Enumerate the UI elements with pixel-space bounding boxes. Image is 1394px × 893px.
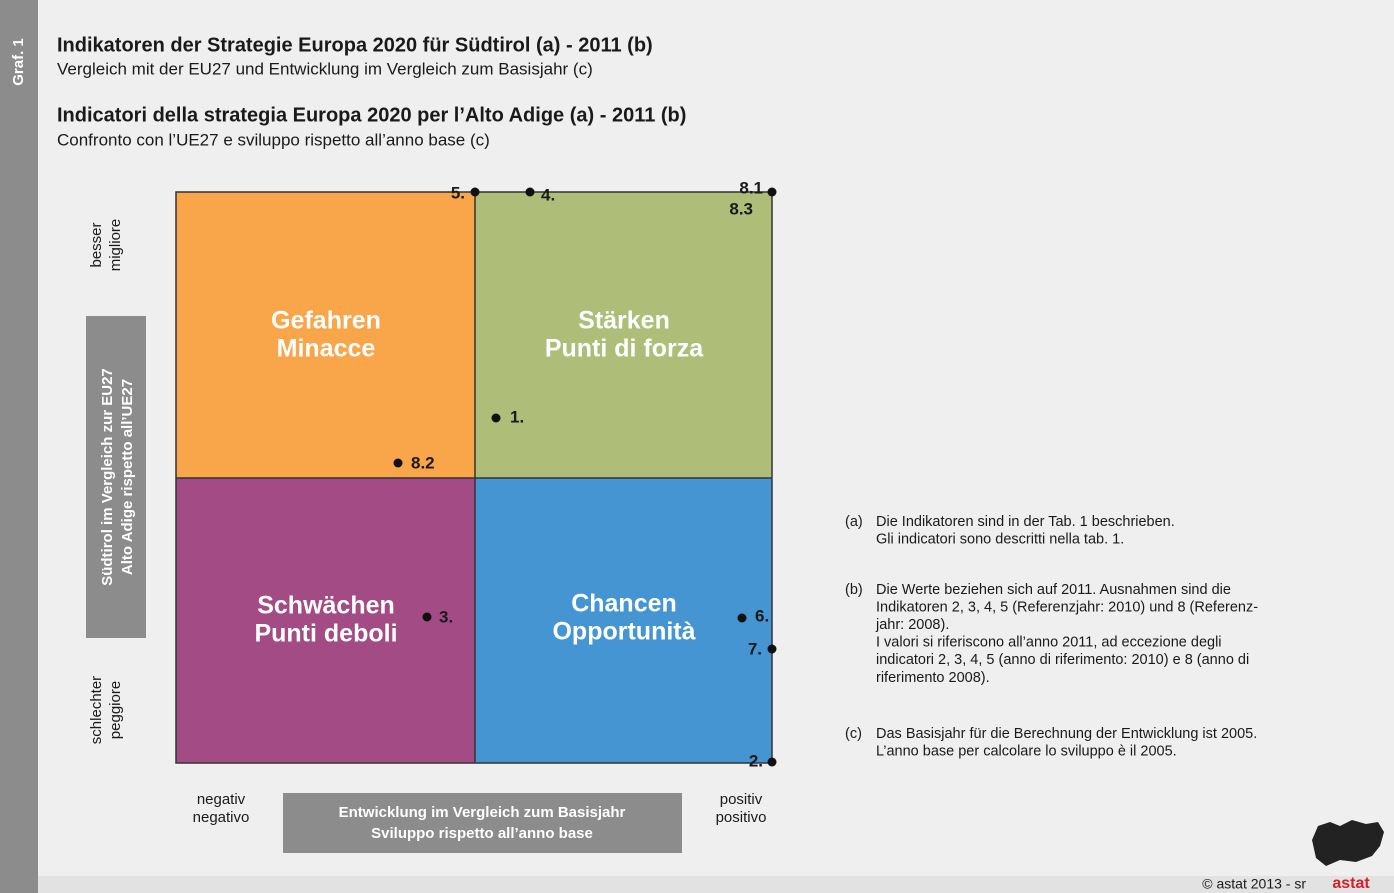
y-axis-label: Südtirol im Vergleich zur EU27 bbox=[99, 368, 116, 586]
footer: © astat 2013 - sr bbox=[1202, 876, 1306, 892]
badge: Graf. 1 bbox=[10, 38, 27, 86]
logo-text: astat bbox=[1332, 875, 1370, 892]
quadrant-label: Schwächen bbox=[257, 592, 395, 620]
point-label: 5. bbox=[451, 183, 465, 202]
note-line: Gli indicatori sono descritti nella tab.… bbox=[876, 531, 1124, 547]
quadrant-label: Chancen bbox=[571, 590, 677, 618]
quadrant-label: Punti di forza bbox=[545, 335, 704, 363]
point-label: 3. bbox=[439, 607, 453, 626]
point-label: 7. bbox=[748, 639, 762, 658]
point-label: 4. bbox=[541, 185, 555, 204]
point bbox=[470, 187, 480, 197]
note-marker: (c) bbox=[845, 726, 862, 742]
point-label: 8.1 bbox=[739, 178, 763, 197]
logo-map bbox=[1312, 820, 1384, 866]
x-axis-left: negativo bbox=[193, 809, 250, 826]
note-line: riferimento 2008). bbox=[876, 670, 990, 686]
note-line: jahr: 2008). bbox=[875, 617, 949, 633]
point bbox=[767, 757, 777, 767]
title: Indicatori della strategia Europa 2020 p… bbox=[57, 104, 686, 126]
side-strip bbox=[0, 0, 38, 893]
x-axis-label: Entwicklung im Vergleich zum Basisjahr bbox=[339, 804, 626, 821]
note-line: I valori si riferiscono all’anno 2011, a… bbox=[876, 635, 1222, 651]
point-label: 2. bbox=[749, 751, 763, 770]
note-line: indicatori 2, 3, 4, 5 (anno di riferimen… bbox=[876, 652, 1249, 668]
quadrant-label: Stärken bbox=[578, 307, 670, 335]
y-axis-top: migliore bbox=[107, 219, 124, 272]
point-label: 6. bbox=[755, 606, 769, 625]
y-axis-label: Alto Adige rispetto all’UE27 bbox=[119, 379, 136, 575]
note-line: L’anno base per calcolare lo sviluppo è … bbox=[876, 743, 1177, 759]
quadrant-label: Minacce bbox=[277, 335, 376, 363]
point bbox=[422, 612, 432, 622]
footer-strip bbox=[38, 876, 1394, 893]
note-marker: (a) bbox=[845, 514, 863, 530]
x-axis-left: negativ bbox=[197, 791, 246, 808]
x-axis-box bbox=[283, 793, 682, 853]
note-marker: (b) bbox=[845, 582, 863, 598]
subtitle: Vergleich mit der EU27 und Entwicklung i… bbox=[57, 59, 593, 78]
x-axis-label: Sviluppo rispetto all’anno base bbox=[371, 825, 593, 842]
quadrant-label: Gefahren bbox=[271, 307, 381, 335]
quadrant bbox=[475, 192, 772, 478]
subtitle: Confronto con l’UE27 e sviluppo rispetto… bbox=[57, 130, 490, 149]
point bbox=[491, 413, 501, 423]
point bbox=[767, 644, 777, 654]
y-axis-bottom: schlechter bbox=[88, 676, 105, 744]
quadrant-label: Punti deboli bbox=[254, 620, 397, 648]
y-axis-top: besser bbox=[88, 222, 105, 267]
y-axis-bottom: peggiore bbox=[107, 681, 124, 739]
point bbox=[393, 458, 403, 468]
note-line: Die Indikatoren sind in der Tab. 1 besch… bbox=[876, 514, 1175, 530]
point bbox=[525, 187, 535, 197]
point-label: 8.3 bbox=[729, 199, 753, 218]
quadrant bbox=[475, 478, 772, 763]
quadrant-label: Opportunità bbox=[552, 618, 695, 646]
x-axis-right: positivo bbox=[716, 809, 767, 826]
y-axis-box bbox=[86, 316, 146, 638]
title: Indikatoren der Strategie Europa 2020 fü… bbox=[57, 34, 653, 56]
note-line: Das Basisjahr für die Berechnung der Ent… bbox=[876, 726, 1257, 742]
note-line: Indikatoren 2, 3, 4, 5 (Referenzjahr: 20… bbox=[876, 599, 1258, 615]
note-line: Die Werte beziehen sich auf 2011. Ausnah… bbox=[876, 582, 1231, 598]
x-axis-right: positiv bbox=[720, 791, 763, 808]
point bbox=[767, 187, 777, 197]
quadrant bbox=[176, 192, 475, 478]
logo bbox=[1312, 820, 1384, 866]
point-label: 1. bbox=[510, 407, 524, 426]
point-label: 8.2 bbox=[411, 453, 435, 472]
point bbox=[737, 613, 747, 623]
